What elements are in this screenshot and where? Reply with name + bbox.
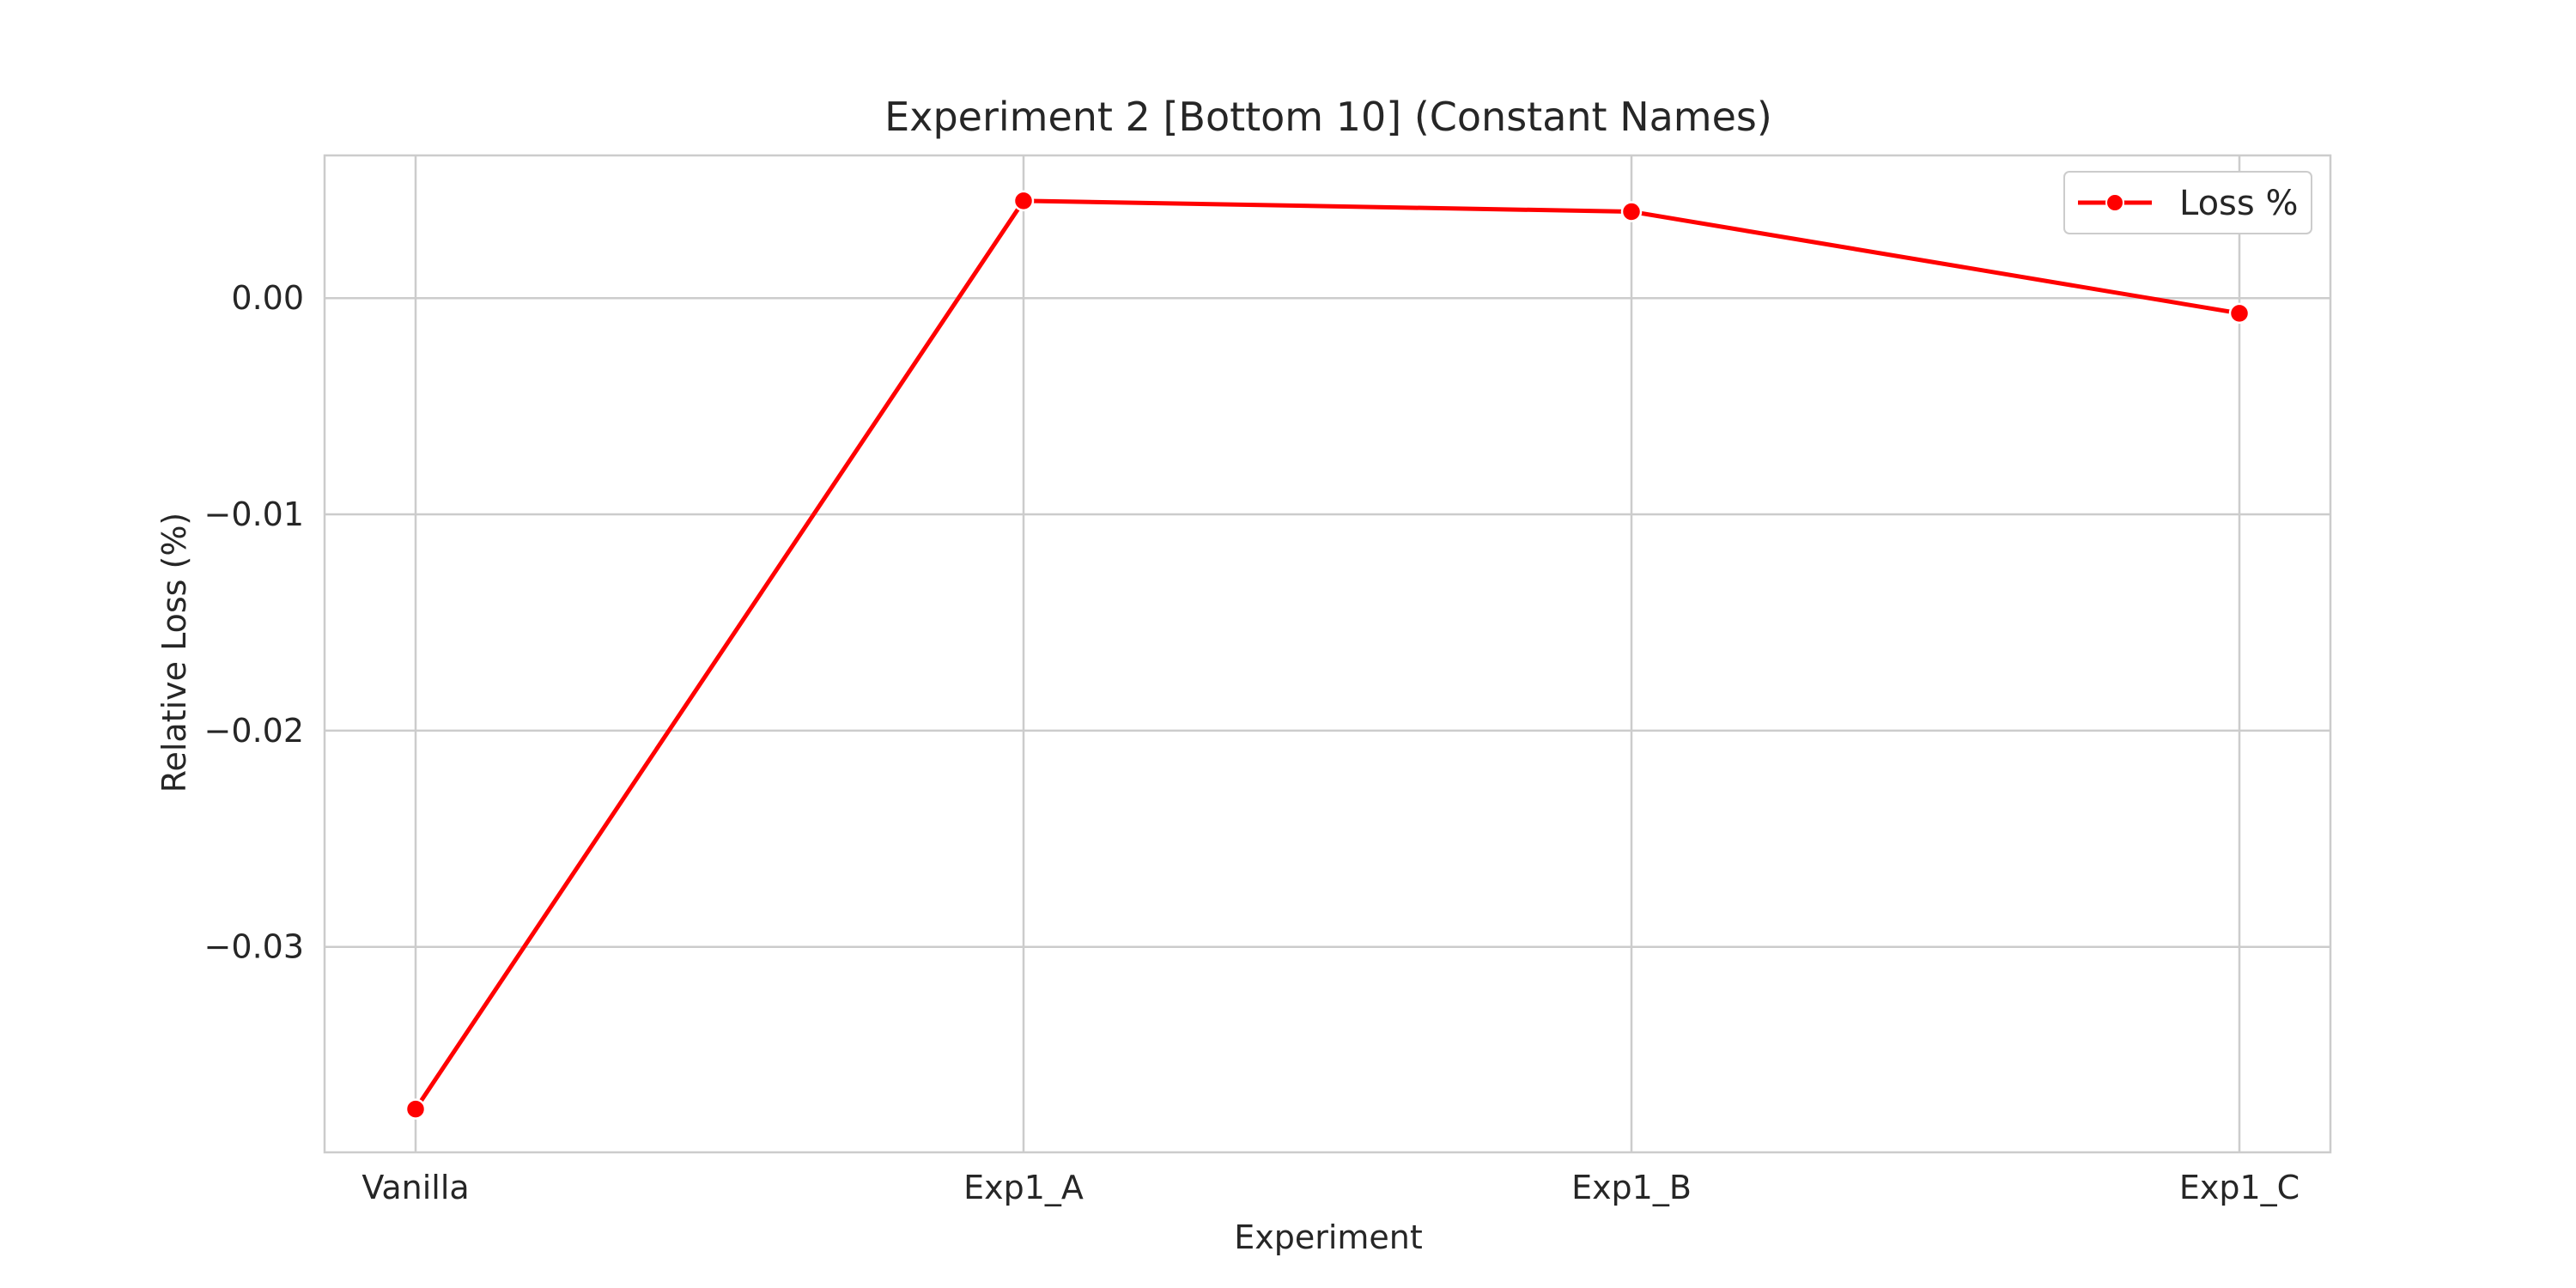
legend: Loss %: [2063, 171, 2312, 234]
data-point: [1012, 190, 1035, 212]
series-layer: [404, 190, 2251, 1120]
y-axis-label: Relative Loss (%): [155, 513, 193, 793]
tick-layer: Vanilla Exp1_A Exp1_B Exp1_C 0.00 −0.01 −0.02 −…: [204, 279, 2300, 1206]
chart-title: Experiment 2 [Bottom 10] (Constant Names…: [884, 94, 1772, 140]
y-tick-label: −0.03: [204, 928, 304, 966]
y-tick-label: −0.02: [204, 712, 304, 750]
x-tick-label: Vanilla: [361, 1169, 469, 1206]
legend-marker-swatch: [2105, 193, 2124, 212]
series-line-loss: [413, 198, 2242, 1112]
data-point: [404, 1098, 427, 1120]
x-axis-label: Experiment: [1234, 1218, 1423, 1256]
data-point: [1620, 201, 1643, 222]
x-tick-label: Exp1_A: [963, 1169, 1084, 1206]
plot-frame: [323, 154, 2332, 1154]
legend-label-loss: Loss %: [2179, 184, 2298, 223]
data-point: [2228, 302, 2251, 325]
x-tick-label: Exp1_B: [1571, 1169, 1692, 1206]
y-tick-label: −0.01: [204, 495, 304, 533]
x-tick-label: Exp1_C: [2179, 1169, 2300, 1206]
legend-box: [2063, 171, 2312, 234]
y-tick-label: 0.00: [231, 279, 304, 317]
